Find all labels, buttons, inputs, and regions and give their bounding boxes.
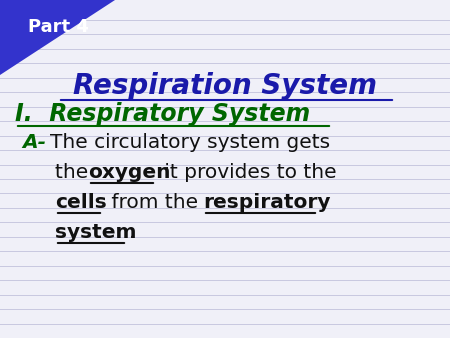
Text: Respiration System: Respiration System: [73, 72, 377, 100]
Text: respiratory: respiratory: [203, 193, 330, 212]
Text: The circulatory system gets: The circulatory system gets: [50, 133, 330, 152]
Polygon shape: [0, 0, 115, 75]
Text: I.  Respiratory System: I. Respiratory System: [15, 102, 310, 126]
Text: Part 4: Part 4: [28, 18, 89, 36]
Text: from the: from the: [105, 193, 204, 212]
Text: .: .: [129, 223, 135, 242]
Text: it provides to the: it provides to the: [158, 163, 337, 182]
Text: oxygen: oxygen: [88, 163, 171, 182]
Text: system: system: [55, 223, 136, 242]
Text: the: the: [55, 163, 94, 182]
Text: A-: A-: [22, 133, 46, 152]
Text: cells: cells: [55, 193, 107, 212]
